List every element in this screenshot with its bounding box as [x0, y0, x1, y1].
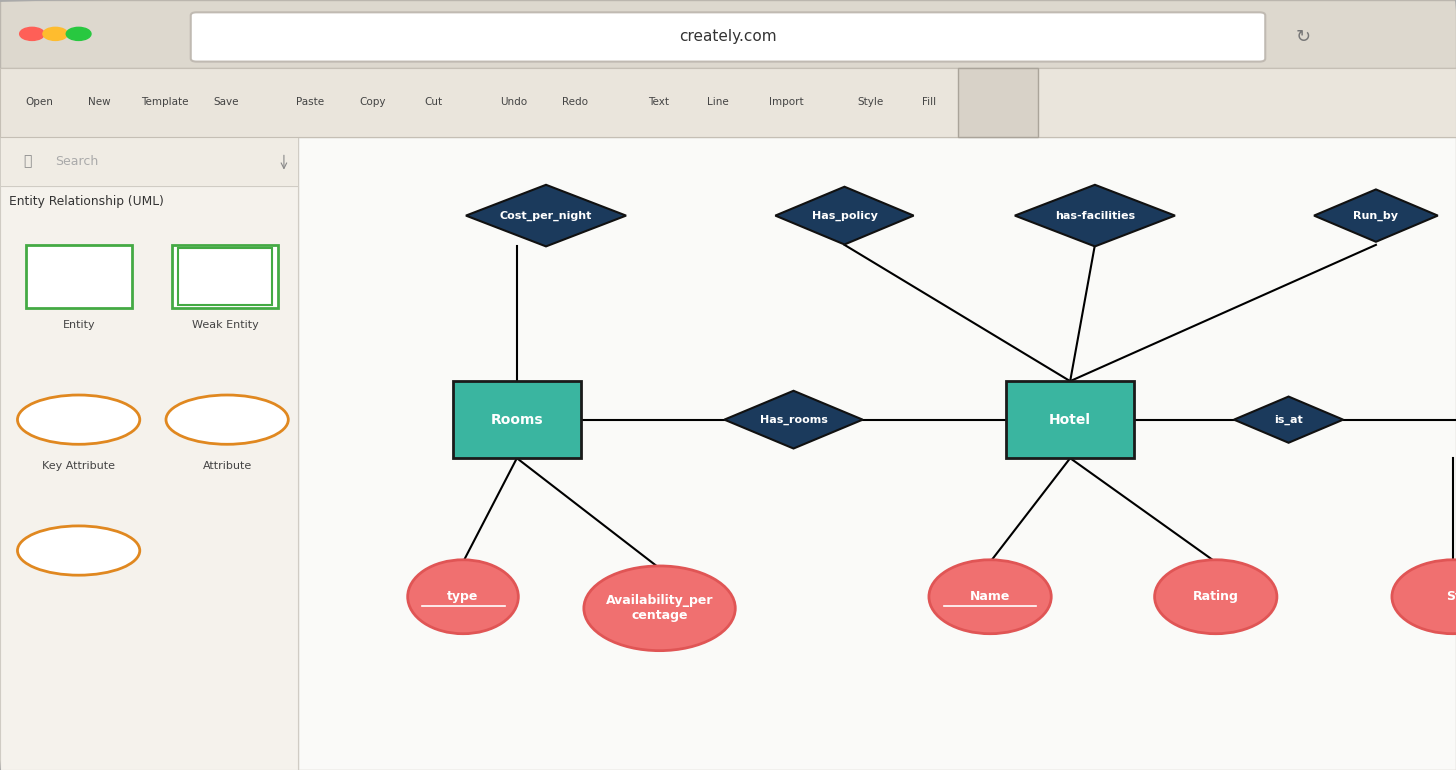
Circle shape [44, 28, 68, 40]
Text: Line: Line [983, 98, 1003, 107]
Text: Line: Line [708, 98, 728, 107]
Ellipse shape [17, 526, 140, 575]
Text: Cost_per_night: Cost_per_night [499, 210, 593, 221]
Text: Import: Import [769, 98, 804, 107]
Text: Availability_per
centage: Availability_per centage [606, 594, 713, 622]
Text: Weak Entity: Weak Entity [192, 320, 258, 330]
Text: Rating: Rating [1192, 591, 1239, 603]
Text: Copy: Copy [360, 98, 386, 107]
Text: Has_policy: Has_policy [811, 210, 878, 221]
Text: Cut: Cut [425, 98, 443, 107]
Text: Template: Template [141, 98, 188, 107]
Text: Has_rooms: Has_rooms [760, 414, 827, 425]
Ellipse shape [17, 395, 140, 444]
Text: Fill: Fill [922, 98, 936, 107]
Ellipse shape [166, 395, 288, 444]
Text: St: St [1446, 591, 1456, 603]
FancyBboxPatch shape [1006, 381, 1134, 458]
Polygon shape [466, 185, 626, 246]
FancyBboxPatch shape [178, 248, 272, 305]
Text: has-facilities: has-facilities [1054, 211, 1136, 220]
FancyBboxPatch shape [191, 12, 1265, 62]
FancyBboxPatch shape [958, 68, 1038, 137]
Text: Name: Name [970, 591, 1010, 603]
Circle shape [19, 28, 45, 40]
Text: New: New [87, 98, 111, 107]
Text: ⌕: ⌕ [23, 155, 32, 169]
Text: Entity: Entity [63, 320, 96, 330]
Polygon shape [1015, 185, 1175, 246]
Text: Redo: Redo [562, 98, 588, 107]
Text: Hotel: Hotel [1050, 413, 1091, 427]
Text: Attribute: Attribute [202, 461, 252, 470]
Polygon shape [1235, 397, 1344, 443]
FancyBboxPatch shape [298, 137, 1456, 770]
FancyBboxPatch shape [0, 137, 298, 186]
Text: Text: Text [648, 98, 668, 107]
Text: Key Attribute: Key Attribute [42, 461, 115, 470]
Text: Search: Search [55, 156, 99, 168]
Text: Style: Style [858, 98, 884, 107]
FancyBboxPatch shape [26, 245, 132, 308]
Polygon shape [1315, 189, 1439, 242]
Text: creately.com: creately.com [678, 29, 778, 45]
Ellipse shape [1155, 560, 1277, 634]
Polygon shape [775, 187, 914, 245]
Text: Undo: Undo [501, 98, 527, 107]
Ellipse shape [929, 560, 1051, 634]
Text: Paste: Paste [296, 98, 325, 107]
Text: Run_by: Run_by [1354, 210, 1398, 221]
Polygon shape [725, 390, 863, 448]
Text: Open: Open [25, 98, 54, 107]
Ellipse shape [408, 560, 518, 634]
FancyBboxPatch shape [453, 381, 581, 458]
Text: is_at: is_at [1274, 414, 1303, 425]
FancyBboxPatch shape [0, 186, 298, 770]
Text: Save: Save [213, 98, 239, 107]
Text: Rooms: Rooms [491, 413, 543, 427]
Text: Entity Relationship (UML): Entity Relationship (UML) [9, 196, 163, 208]
FancyBboxPatch shape [172, 245, 278, 308]
FancyBboxPatch shape [0, 68, 1456, 137]
Text: type: type [447, 591, 479, 603]
Ellipse shape [584, 566, 735, 651]
FancyBboxPatch shape [0, 0, 1456, 68]
Circle shape [67, 28, 90, 40]
Ellipse shape [1392, 560, 1456, 634]
Text: ↻: ↻ [1296, 28, 1310, 46]
